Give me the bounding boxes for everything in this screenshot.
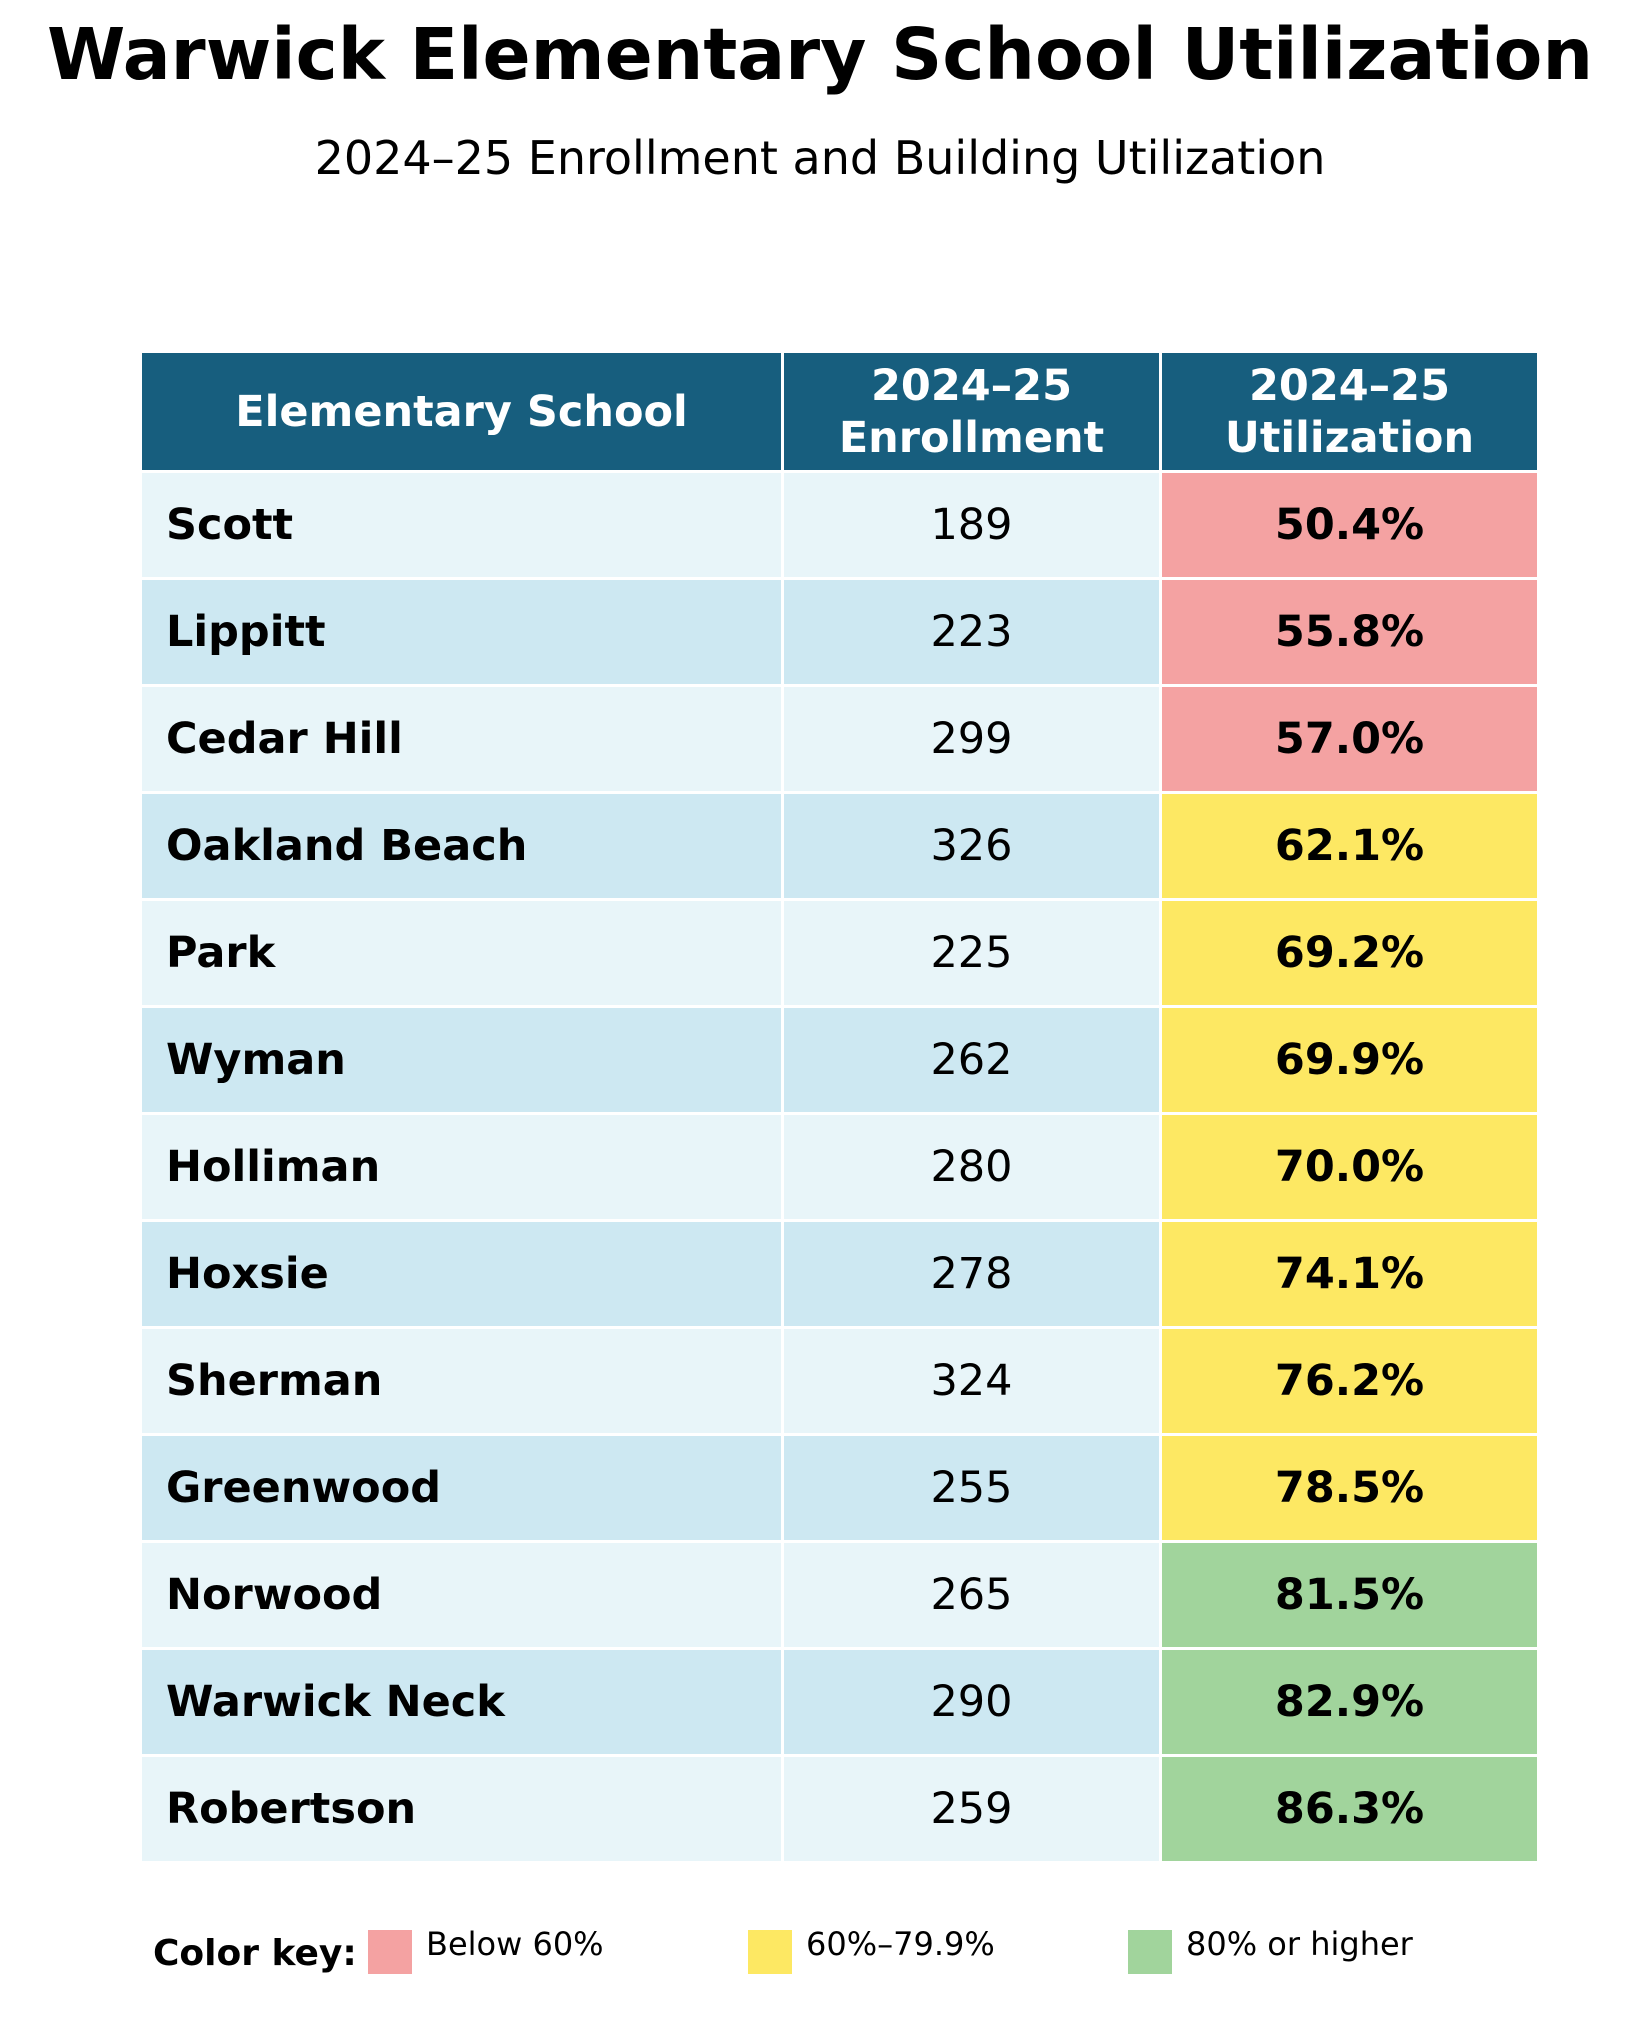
utilization-cell: 82.9% <box>1159 1647 1540 1757</box>
school-name-cell: Oakland Beach <box>139 791 784 901</box>
school-name-cell: Cedar Hill <box>139 684 784 794</box>
school-name-cell: Norwood <box>139 1540 784 1650</box>
header-utilization-year: 2024–25 <box>1248 360 1451 411</box>
page-subtitle: 2024–25 Enrollment and Building Utilizat… <box>314 131 1326 185</box>
table-row: Hoxsie 278 74.1% <box>139 1219 1540 1329</box>
utilization-cell: 76.2% <box>1159 1326 1540 1436</box>
enrollment-cell: 324 <box>781 1326 1162 1436</box>
school-name-cell: Scott <box>139 470 784 580</box>
table-row: Cedar Hill 299 57.0% <box>139 684 1540 794</box>
header-utilization-label: Utilization <box>1224 412 1475 463</box>
header-enrollment-label: Enrollment <box>838 412 1105 463</box>
enrollment-cell: 262 <box>781 1005 1162 1115</box>
utilization-table: Elementary School 2024–25 Enrollment 202… <box>139 350 1540 1864</box>
enrollment-cell: 290 <box>781 1647 1162 1757</box>
enrollment-cell: 259 <box>781 1754 1162 1864</box>
enrollment-cell: 255 <box>781 1433 1162 1543</box>
utilization-table-container: Elementary School 2024–25 Enrollment 202… <box>139 350 1540 1864</box>
legend-swatch-80-plus <box>1128 1930 1172 1974</box>
school-name-cell: Hoxsie <box>139 1219 784 1329</box>
header-utilization: 2024–25 Utilization <box>1159 350 1540 473</box>
school-name-cell: Sherman <box>139 1326 784 1436</box>
school-name-cell: Wyman <box>139 1005 784 1115</box>
utilization-cell: 70.0% <box>1159 1112 1540 1222</box>
utilization-cell: 81.5% <box>1159 1540 1540 1650</box>
utilization-cell: 57.0% <box>1159 684 1540 794</box>
table-row: Norwood 265 81.5% <box>139 1540 1540 1650</box>
enrollment-cell: 326 <box>781 791 1162 901</box>
table-row: Park 225 69.2% <box>139 898 1540 1008</box>
color-key-title: Color key: <box>153 1933 357 1974</box>
utilization-cell: 69.9% <box>1159 1005 1540 1115</box>
utilization-cell: 55.8% <box>1159 577 1540 687</box>
header-enrollment-year: 2024–25 <box>870 360 1073 411</box>
utilization-cell: 86.3% <box>1159 1754 1540 1864</box>
legend-swatch-60-to-79 <box>748 1930 792 1974</box>
school-name-cell: Greenwood <box>139 1433 784 1543</box>
enrollment-cell: 189 <box>781 470 1162 580</box>
table-body: Scott 189 50.4% Lippitt 223 55.8% Cedar Hill 29… <box>139 470 1540 1864</box>
table-row: Warwick Neck 290 82.9% <box>139 1647 1540 1757</box>
school-name-cell: Warwick Neck <box>139 1647 784 1757</box>
utilization-cell: 78.5% <box>1159 1433 1540 1543</box>
header-school-label: Elementary School <box>235 386 688 437</box>
table-header-row: Elementary School 2024–25 Enrollment 202… <box>139 350 1540 473</box>
school-name-cell: Holliman <box>139 1112 784 1222</box>
utilization-cell: 69.2% <box>1159 898 1540 1008</box>
enrollment-cell: 299 <box>781 684 1162 794</box>
table-row: Lippitt 223 55.8% <box>139 577 1540 687</box>
school-name-cell: Park <box>139 898 784 1008</box>
enrollment-cell: 223 <box>781 577 1162 687</box>
utilization-cell: 74.1% <box>1159 1219 1540 1329</box>
table-row: Robertson 259 86.3% <box>139 1754 1540 1864</box>
page-title: Warwick Elementary School Utilization <box>46 13 1594 96</box>
table-row: Sherman 324 76.2% <box>139 1326 1540 1436</box>
enrollment-cell: 225 <box>781 898 1162 1008</box>
table-row: Greenwood 255 78.5% <box>139 1433 1540 1543</box>
header-enrollment: 2024–25 Enrollment <box>781 350 1162 473</box>
color-key: Color key: Below 60% 60%–79.9% 80% or hi… <box>153 1920 1533 1980</box>
enrollment-cell: 280 <box>781 1112 1162 1222</box>
utilization-cell: 62.1% <box>1159 791 1540 901</box>
legend-label-below-60: Below 60% <box>426 1925 604 1963</box>
table-row: Oakland Beach 326 62.1% <box>139 791 1540 901</box>
table-row: Wyman 262 69.9% <box>139 1005 1540 1115</box>
utilization-cell: 50.4% <box>1159 470 1540 580</box>
legend-swatch-below-60 <box>368 1930 412 1974</box>
table-row: Holliman 280 70.0% <box>139 1112 1540 1222</box>
school-name-cell: Lippitt <box>139 577 784 687</box>
enrollment-cell: 278 <box>781 1219 1162 1329</box>
table-row: Scott 189 50.4% <box>139 470 1540 580</box>
enrollment-cell: 265 <box>781 1540 1162 1650</box>
header-school: Elementary School <box>139 350 784 473</box>
legend-label-80-plus: 80% or higher <box>1186 1925 1413 1963</box>
legend-label-60-to-79: 60%–79.9% <box>806 1925 995 1963</box>
school-name-cell: Robertson <box>139 1754 784 1864</box>
